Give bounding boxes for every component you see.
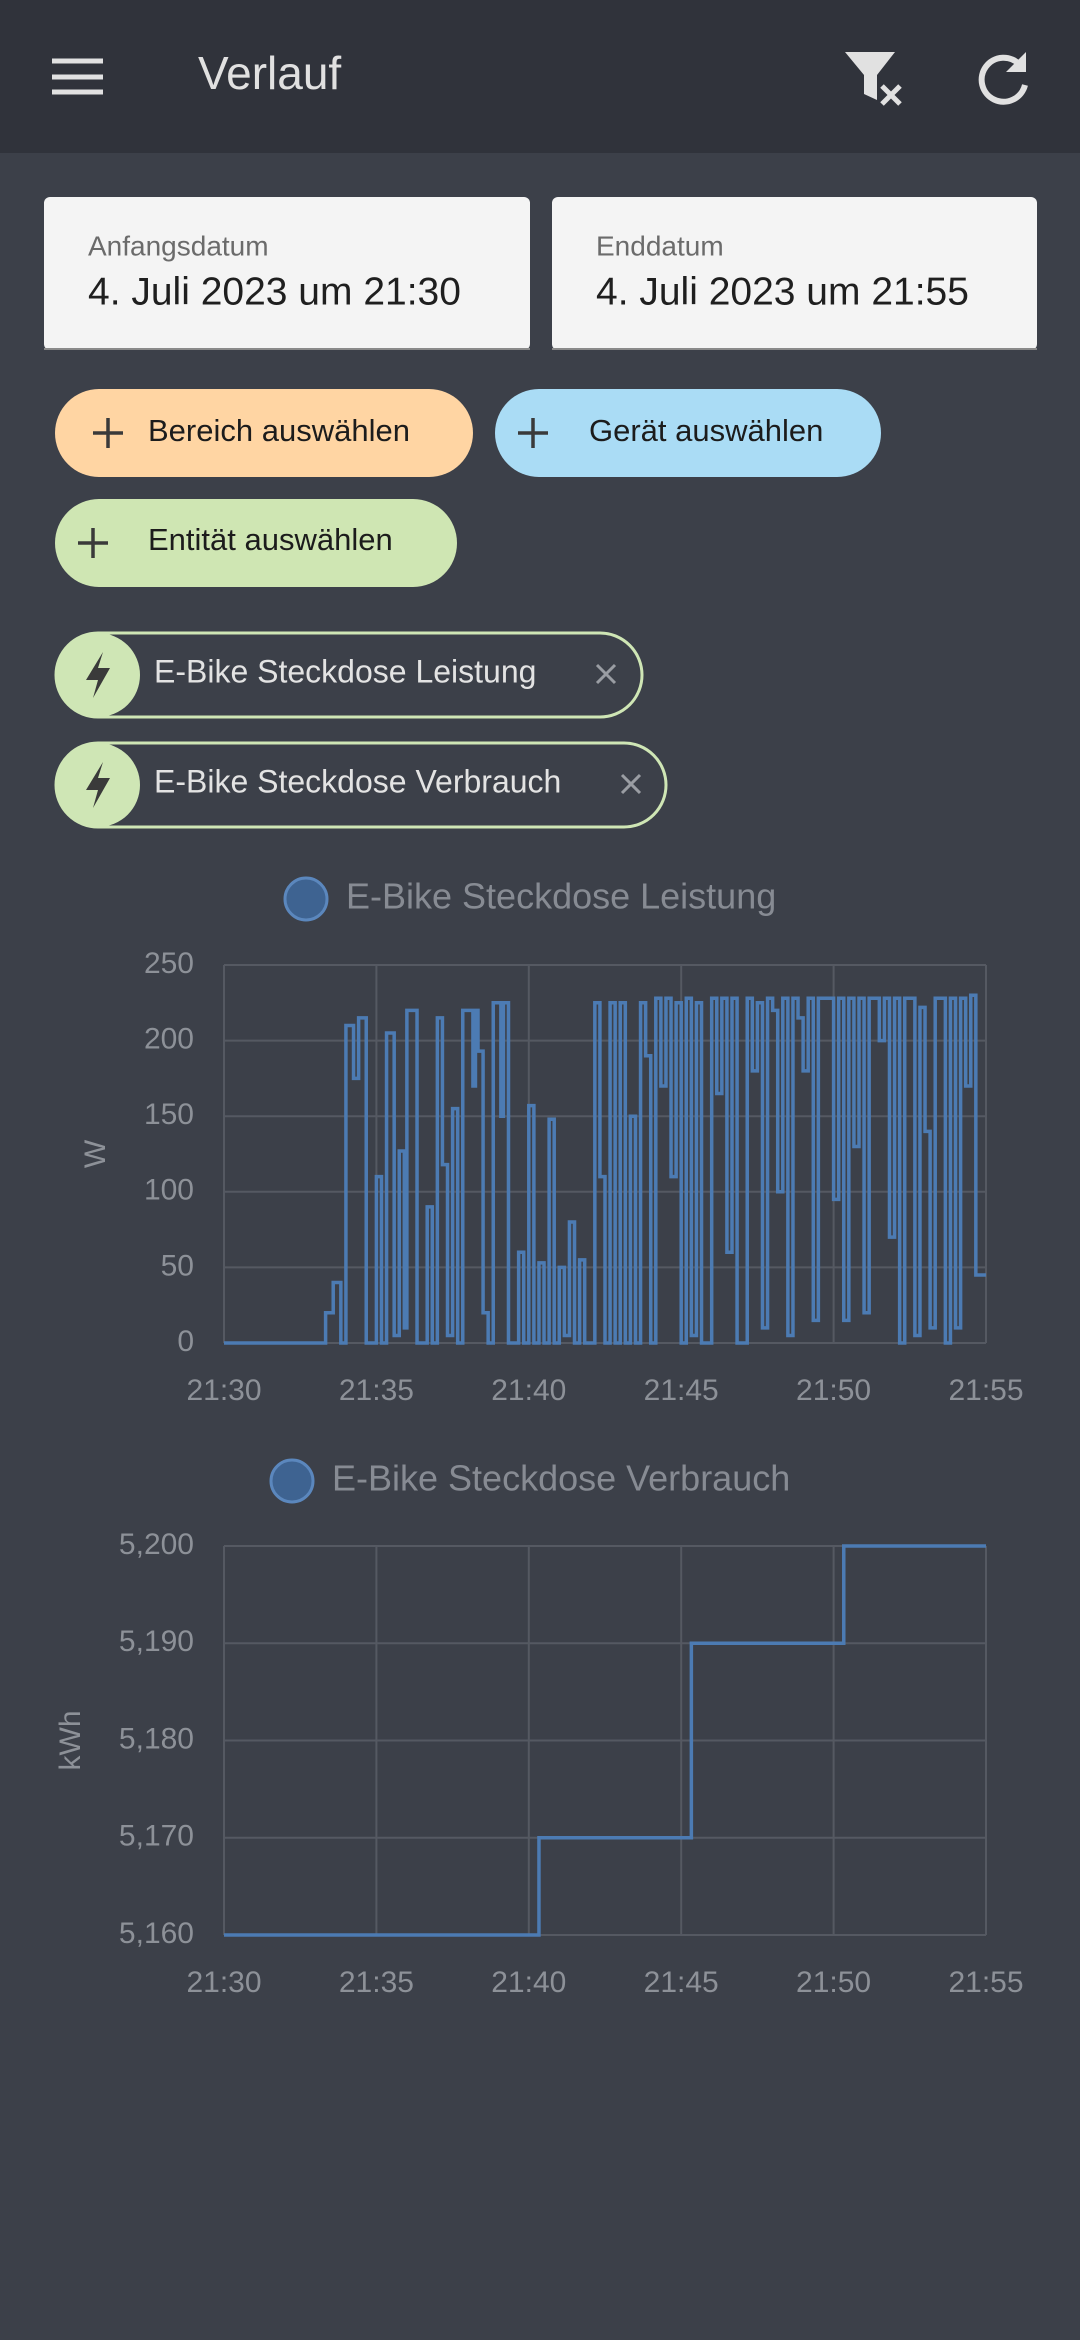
data-line bbox=[224, 1544, 986, 1937]
x-tick-label: 21:50 bbox=[796, 1374, 871, 1407]
chip-bg bbox=[55, 499, 457, 587]
end-date-field[interactable]: Enddatum 4. Juli 2023 um 21:55 bbox=[552, 197, 1037, 350]
y-tick-label: 5,190 bbox=[119, 1625, 194, 1658]
x-tick-label: 21:45 bbox=[644, 1374, 719, 1407]
page-title: Verlauf bbox=[198, 47, 341, 99]
refresh-arrow bbox=[1006, 52, 1026, 72]
y-tick-label: 50 bbox=[161, 1249, 194, 1282]
x-tick-label: 21:30 bbox=[186, 1966, 261, 1999]
chip-label: Entität auswählen bbox=[148, 522, 393, 557]
y-tick-label: 100 bbox=[144, 1174, 194, 1207]
chip-label: Gerät auswählen bbox=[589, 413, 823, 448]
legend-label: E-Bike Steckdose Verbrauch bbox=[332, 1458, 790, 1499]
x-icon bbox=[880, 84, 902, 106]
y-tick-label: 5,200 bbox=[119, 1528, 194, 1561]
field-label: Enddatum bbox=[596, 230, 724, 261]
device-picker[interactable]: Gerät auswählen bbox=[495, 389, 881, 477]
y-tick-label: 0 bbox=[177, 1325, 194, 1358]
y-tick-label: 150 bbox=[144, 1098, 194, 1131]
legend-label: E-Bike Steckdose Leistung bbox=[346, 876, 776, 917]
data-line bbox=[224, 993, 986, 1345]
field-value: 4. Juli 2023 um 21:55 bbox=[596, 270, 969, 313]
clear-filter-button[interactable] bbox=[845, 52, 902, 106]
chip-label: E-Bike Steckdose Verbrauch bbox=[154, 763, 561, 799]
app-bar bbox=[0, 0, 1080, 153]
plus-icon bbox=[518, 418, 548, 448]
x-tick-label: 21:30 bbox=[186, 1374, 261, 1407]
y-axis-title: kWh bbox=[54, 1711, 87, 1771]
refresh-button[interactable] bbox=[978, 52, 1028, 105]
x-tick-label: 21:45 bbox=[644, 1966, 719, 1999]
y-tick-label: 5,170 bbox=[119, 1820, 194, 1853]
x-tick-label: 21:55 bbox=[948, 1374, 1023, 1407]
selected-entity-chip[interactable]: E-Bike Steckdose Leistung bbox=[54, 631, 644, 719]
legend-marker bbox=[283, 876, 329, 922]
y-tick-label: 5,180 bbox=[119, 1722, 194, 1755]
x-tick-label: 21:35 bbox=[339, 1966, 414, 1999]
remove-icon[interactable] bbox=[595, 663, 617, 685]
field-bg bbox=[44, 197, 530, 350]
field-bg bbox=[552, 197, 1037, 350]
field-value: 4. Juli 2023 um 21:30 bbox=[88, 270, 461, 313]
legend-marker bbox=[269, 1458, 315, 1504]
x-tick-label: 21:55 bbox=[948, 1966, 1023, 1999]
x-tick-label: 21:50 bbox=[796, 1966, 871, 1999]
plus-icon bbox=[93, 418, 123, 448]
entity-picker[interactable]: Entität auswählen bbox=[55, 499, 457, 587]
x-tick-label: 21:40 bbox=[491, 1374, 566, 1407]
menu-button[interactable] bbox=[52, 58, 103, 95]
y-tick-label: 5,160 bbox=[119, 1917, 194, 1950]
chip-label: Bereich auswählen bbox=[148, 413, 410, 448]
y-axis-title: W bbox=[79, 1139, 112, 1168]
y-tick-label: 200 bbox=[144, 1023, 194, 1056]
chip-bg bbox=[55, 389, 473, 477]
chip-bg bbox=[495, 389, 881, 477]
y-tick-label: 250 bbox=[144, 947, 194, 980]
field-label: Anfangsdatum bbox=[88, 230, 269, 261]
x-tick-label: 21:35 bbox=[339, 1374, 414, 1407]
remove-icon[interactable] bbox=[620, 773, 642, 795]
start-date-field[interactable]: Anfangsdatum 4. Juli 2023 um 21:30 bbox=[44, 197, 530, 350]
bolt-icon bbox=[86, 652, 110, 698]
bolt-icon bbox=[86, 762, 110, 808]
x-tick-label: 21:40 bbox=[491, 1966, 566, 1999]
filter-icon bbox=[845, 52, 895, 100]
refresh-arc bbox=[978, 54, 1028, 105]
plus-icon bbox=[78, 528, 108, 558]
chip-label: E-Bike Steckdose Leistung bbox=[154, 653, 536, 689]
area-picker[interactable]: Bereich auswählen bbox=[55, 389, 473, 477]
selected-entity-chip[interactable]: E-Bike Steckdose Verbrauch bbox=[54, 741, 668, 829]
